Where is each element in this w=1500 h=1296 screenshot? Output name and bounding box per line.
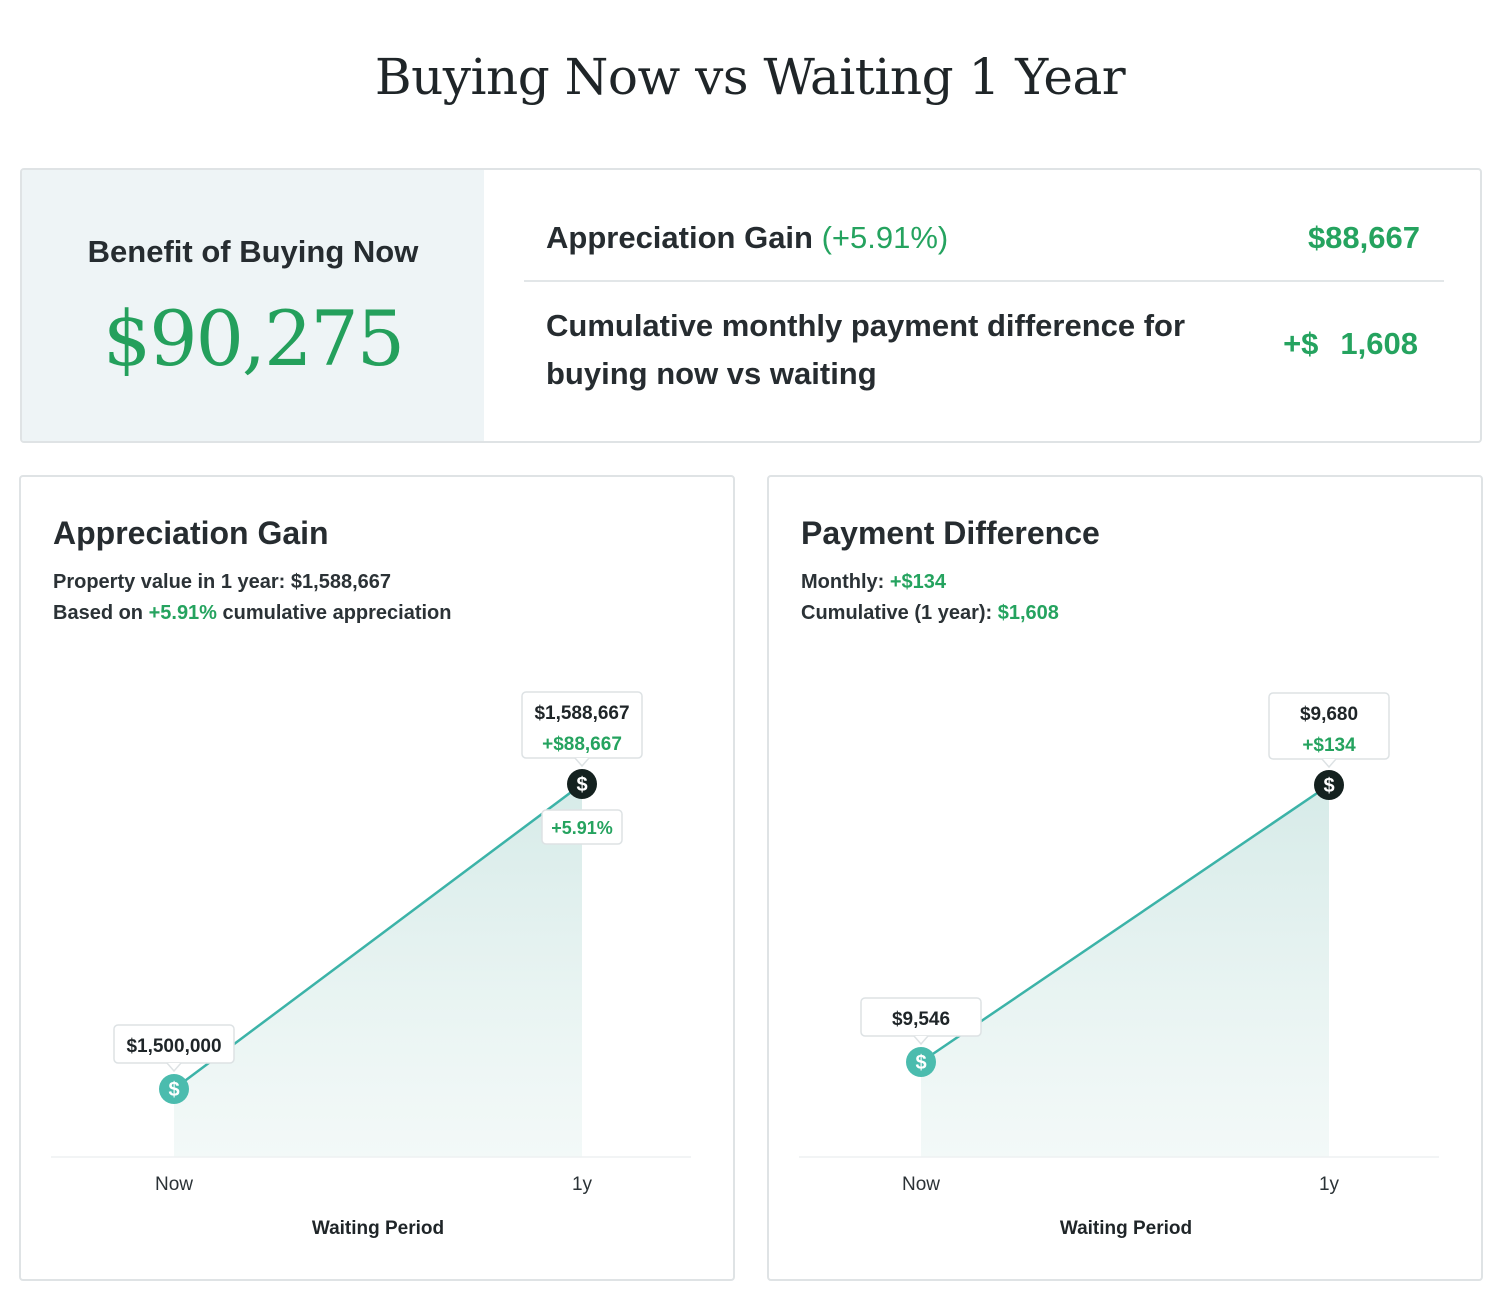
end-tooltip-pointer: [574, 757, 590, 768]
cumulative-year-label: Cumulative (1 year):: [801, 602, 998, 624]
payment-subtitle-1: Monthly: +$134: [801, 571, 946, 594]
summary-divider: [524, 280, 1444, 282]
end-tooltip-line-2: +$134: [1302, 735, 1356, 756]
chart-line: [920, 783, 1330, 1064]
payment-prefix: +$: [1283, 326, 1319, 361]
monthly-value: +$134: [889, 571, 947, 593]
appreciation-value: $88,667: [1307, 220, 1420, 255]
chart-line: [173, 782, 583, 1091]
x-axis-title: Waiting Period: [312, 1218, 444, 1239]
cumulative-year-value: $1,608: [997, 602, 1059, 624]
pct-badge-box: [541, 809, 623, 845]
pct-badge-label: +5.91%: [551, 818, 613, 838]
end-point-circle: [1314, 770, 1344, 800]
payment-row-value: +$ 1,608: [1283, 326, 1418, 362]
property-value: $1,588,667: [290, 571, 391, 593]
x-tick-1y: 1y: [1319, 1174, 1340, 1195]
start-point-circle: [159, 1074, 189, 1104]
end-point-dollar-icon: $: [1323, 775, 1334, 797]
chart-area: [921, 785, 1329, 1157]
appreciation-chart-card: Appreciation Gain Property value in 1 ye…: [19, 475, 735, 1281]
end-tooltip-line-1: $1,588,667: [534, 703, 629, 724]
payment-row-label: Cumulative monthly payment difference fo…: [546, 308, 1186, 391]
start-point-dollar-icon: $: [915, 1052, 926, 1074]
based-on-label: Based on: [53, 602, 149, 624]
x-tick-1y: 1y: [572, 1174, 593, 1195]
appreciation-chart: $ $ $1,500,000 $1,588,667 +$88,667 +5.91% Now 1…: [51, 691, 691, 1239]
end-point-dollar-icon: $: [576, 774, 587, 796]
end-tooltip-line-1: $9,680: [1300, 704, 1358, 725]
payment-value: 1,608: [1340, 326, 1418, 361]
appreciation-pct: (+5.91%): [821, 220, 949, 255]
appreciation-chart-title: Appreciation Gain: [53, 515, 329, 551]
x-tick-now: Now: [155, 1174, 193, 1195]
end-tooltip-line-2: +$88,667: [542, 734, 622, 755]
payment-chart: $ $ $9,546 $9,680 +$134 Now 1y Waiting Period: [799, 692, 1439, 1239]
chart-area: [174, 784, 582, 1157]
x-tick-now: Now: [902, 1174, 940, 1195]
appreciation-row-label: Appreciation Gain (+5.91%): [546, 220, 948, 256]
monthly-label: Monthly:: [801, 571, 890, 593]
start-tooltip-pointer: [166, 1062, 182, 1073]
page-title: Buying Now vs Waiting 1 Year: [374, 48, 1126, 106]
end-point-circle: [567, 769, 597, 799]
summary-panel: Benefit of Buying Now $90,275 Appreciati…: [20, 168, 1482, 443]
payment-subtitle-2: Cumulative (1 year): $1,608: [801, 602, 1059, 625]
start-tooltip-pointer: [913, 1035, 929, 1046]
start-tooltip-line-1: $9,546: [892, 1009, 950, 1030]
start-tooltip-line-1: $1,500,000: [126, 1036, 221, 1057]
payment-chart-card: Payment Difference Monthly: +$134 Cumula…: [767, 475, 1483, 1281]
end-tooltip-pointer: [1321, 758, 1337, 769]
property-value-label: Property value in 1 year:: [53, 571, 291, 593]
start-point-dollar-icon: $: [168, 1079, 179, 1101]
benefit-box: Benefit of Buying Now $90,275: [22, 170, 484, 441]
appreciation-label: Appreciation Gain: [546, 220, 813, 255]
appreciation-subtitle-2: Based on +5.91% cumulative appreciation: [53, 602, 451, 625]
appreciation-rate: +5.91%: [148, 602, 217, 624]
appreciation-subtitle-1: Property value in 1 year: $1,588,667: [53, 571, 391, 594]
start-point-circle: [906, 1047, 936, 1077]
benefit-value: $90,275: [102, 294, 405, 383]
x-axis-title: Waiting Period: [1060, 1218, 1192, 1239]
benefit-label: Benefit of Buying Now: [87, 234, 419, 269]
payment-chart-title: Payment Difference: [801, 515, 1100, 551]
cumulative-label: cumulative appreciation: [216, 602, 452, 624]
